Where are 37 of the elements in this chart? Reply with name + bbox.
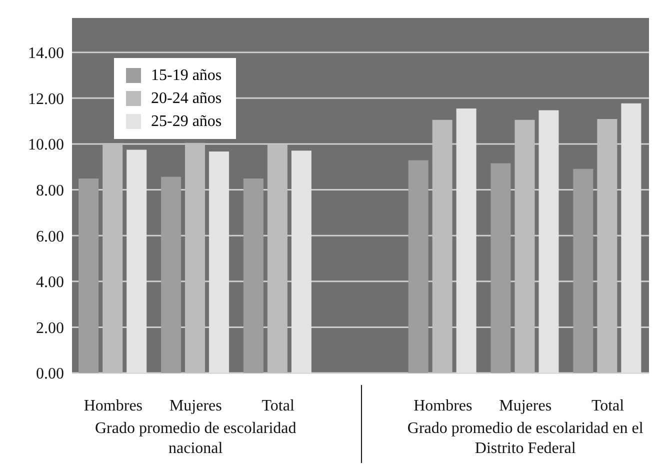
bar [78, 178, 99, 373]
text: Grado promedio de escolaridad en el Distrito Federal [406, 419, 644, 459]
bar [621, 103, 642, 373]
bar [126, 150, 147, 373]
x-tick-label: Mujeres [499, 397, 552, 414]
legend-label: 25-29 años [151, 112, 222, 130]
y-tick-label: 8.00 [36, 182, 64, 200]
y-tick-label: 6.00 [36, 228, 64, 246]
bar [514, 120, 535, 373]
bar [573, 168, 594, 373]
bar [408, 160, 428, 373]
y-tick-label: 14.00 [28, 45, 64, 62]
bar [597, 119, 618, 373]
legend-label: 15-19 años [151, 66, 222, 84]
y-tick-label: 4.00 [36, 274, 64, 292]
legend-label: 20-24 años [151, 90, 222, 108]
y-tick-label: 2.00 [36, 320, 64, 337]
bar [538, 110, 559, 373]
bar [243, 178, 264, 373]
bar [185, 142, 206, 373]
bar [161, 176, 182, 373]
x-tick-label: Total [262, 397, 295, 414]
x-tick-label: Total [591, 397, 625, 414]
bar [490, 163, 511, 373]
x-tick-label: Mujeres [169, 397, 222, 414]
y-tick-label: 0.00 [36, 366, 64, 383]
x-tick-label: Hombres [84, 397, 143, 414]
bar [456, 108, 476, 373]
bar [432, 120, 452, 373]
x-tick-label: Hombres [414, 397, 472, 414]
bar [267, 144, 288, 373]
bar [102, 143, 123, 373]
bar [291, 150, 312, 373]
text: Grado promedio de escolaridad nacional [94, 419, 298, 459]
bar [209, 152, 230, 373]
y-tick-label: 10.00 [28, 136, 64, 154]
y-tick-label: 12.00 [28, 90, 64, 108]
